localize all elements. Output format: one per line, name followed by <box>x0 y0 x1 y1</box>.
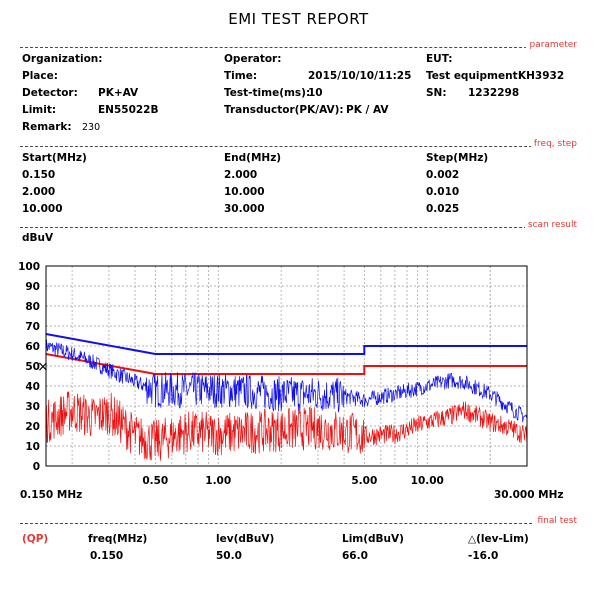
y-tick-label: 30 <box>25 401 40 413</box>
y-tick-label: 90 <box>25 281 40 293</box>
freq-step-cell: 30.000 <box>224 203 265 215</box>
freq-step-cell: 0.025 <box>426 203 460 215</box>
x-tick-label: 10.00 <box>411 475 444 487</box>
final-value-delta: -16.0 <box>468 550 499 562</box>
time-label: Time: <box>224 70 258 82</box>
detector-value: PK+AV <box>98 87 139 99</box>
final-value-lev: 50.0 <box>216 550 242 562</box>
remark-value: 230 <box>82 122 101 133</box>
final-test-marker: × <box>37 359 49 375</box>
test-equipment-label: Test equipment: <box>426 70 522 82</box>
final-header-lim: Lim(dBuV) <box>342 533 404 545</box>
x-axis-max-label: 30.000 MHz <box>494 489 564 501</box>
test-time-value: 10 <box>308 87 323 99</box>
sn-value: 1232298 <box>468 87 520 99</box>
y-tick-label: 60 <box>25 341 40 353</box>
freq-step-header-step: Step(MHz) <box>426 152 489 164</box>
y-tick-label: 0 <box>33 461 40 473</box>
test-equipment-value: KH3932 <box>518 70 565 82</box>
operator-label: Operator: <box>224 53 282 65</box>
freq-step-header-end: End(MHz) <box>224 152 282 164</box>
eut-label: EUT: <box>426 53 453 65</box>
section-divider-freq-step <box>20 146 577 147</box>
final-header-lev: lev(dBuV) <box>216 533 275 545</box>
section-divider-scan-result <box>20 227 577 228</box>
report-title: EMI TEST REPORT <box>228 10 369 28</box>
freq-step-cell: 10.000 <box>22 203 63 215</box>
section-label-parameter: parameter <box>526 40 577 50</box>
limit-av-line <box>45 353 527 375</box>
remark-label: Remark: <box>22 121 72 133</box>
sn-label: SN: <box>426 87 447 99</box>
trace-av-line <box>45 391 528 461</box>
x-tick-label: 0.50 <box>142 475 168 487</box>
freq-step-cell: 0.010 <box>426 186 460 198</box>
y-axis-label: dBuV <box>22 232 54 244</box>
x-axis-min-label: 0.150 MHz <box>20 489 83 501</box>
organization-label: Organization: <box>22 53 103 65</box>
freq-step-cell: 2.000 <box>224 169 258 181</box>
freq-step-cell: 0.150 <box>22 169 56 181</box>
test-time-label: Test-time(ms): <box>224 87 311 99</box>
section-label-scan-result: scan result <box>524 220 577 230</box>
y-tick-label: 50 <box>25 361 40 373</box>
freq-step-cell: 0.002 <box>426 169 460 181</box>
final-value-freq: 0.150 <box>90 550 124 562</box>
detector-label: Detector: <box>22 87 78 99</box>
limit-qp-line <box>45 333 527 355</box>
transducer-value: PK / AV <box>346 104 389 116</box>
final-detector-label: (QP) <box>22 533 49 545</box>
limit-label: Limit: <box>22 104 57 116</box>
section-divider-final-test <box>20 523 577 524</box>
x-tick-label: 1.00 <box>205 475 231 487</box>
freq-step-cell: 2.000 <box>22 186 56 198</box>
place-label: Place: <box>22 70 58 82</box>
y-tick-label: 100 <box>18 261 40 273</box>
final-value-lim: 66.0 <box>342 550 368 562</box>
section-label-final-test: final test <box>534 516 577 526</box>
y-tick-label: 80 <box>25 301 40 313</box>
section-divider-parameter <box>20 47 577 48</box>
section-label-freq-step: freq, step <box>530 139 577 149</box>
final-header-freq: freq(MHz) <box>88 533 148 545</box>
time-value: 2015/10/10/11:25 <box>308 70 412 82</box>
final-header-delta: △(lev-Lim) <box>468 533 529 545</box>
y-tick-label: 70 <box>25 321 40 333</box>
limit-value: EN55022B <box>98 104 159 116</box>
freq-step-cell: 10.000 <box>224 186 265 198</box>
x-tick-label: 5.00 <box>351 475 377 487</box>
plot-frame <box>45 265 528 467</box>
y-tick-label: 10 <box>25 441 40 453</box>
freq-step-header-start: Start(MHz) <box>22 152 87 164</box>
y-tick-label: 40 <box>25 381 40 393</box>
transducer-label: Transductor(PK/AV): <box>224 104 344 116</box>
trace-pk-line <box>45 339 528 423</box>
y-tick-label: 20 <box>25 421 40 433</box>
